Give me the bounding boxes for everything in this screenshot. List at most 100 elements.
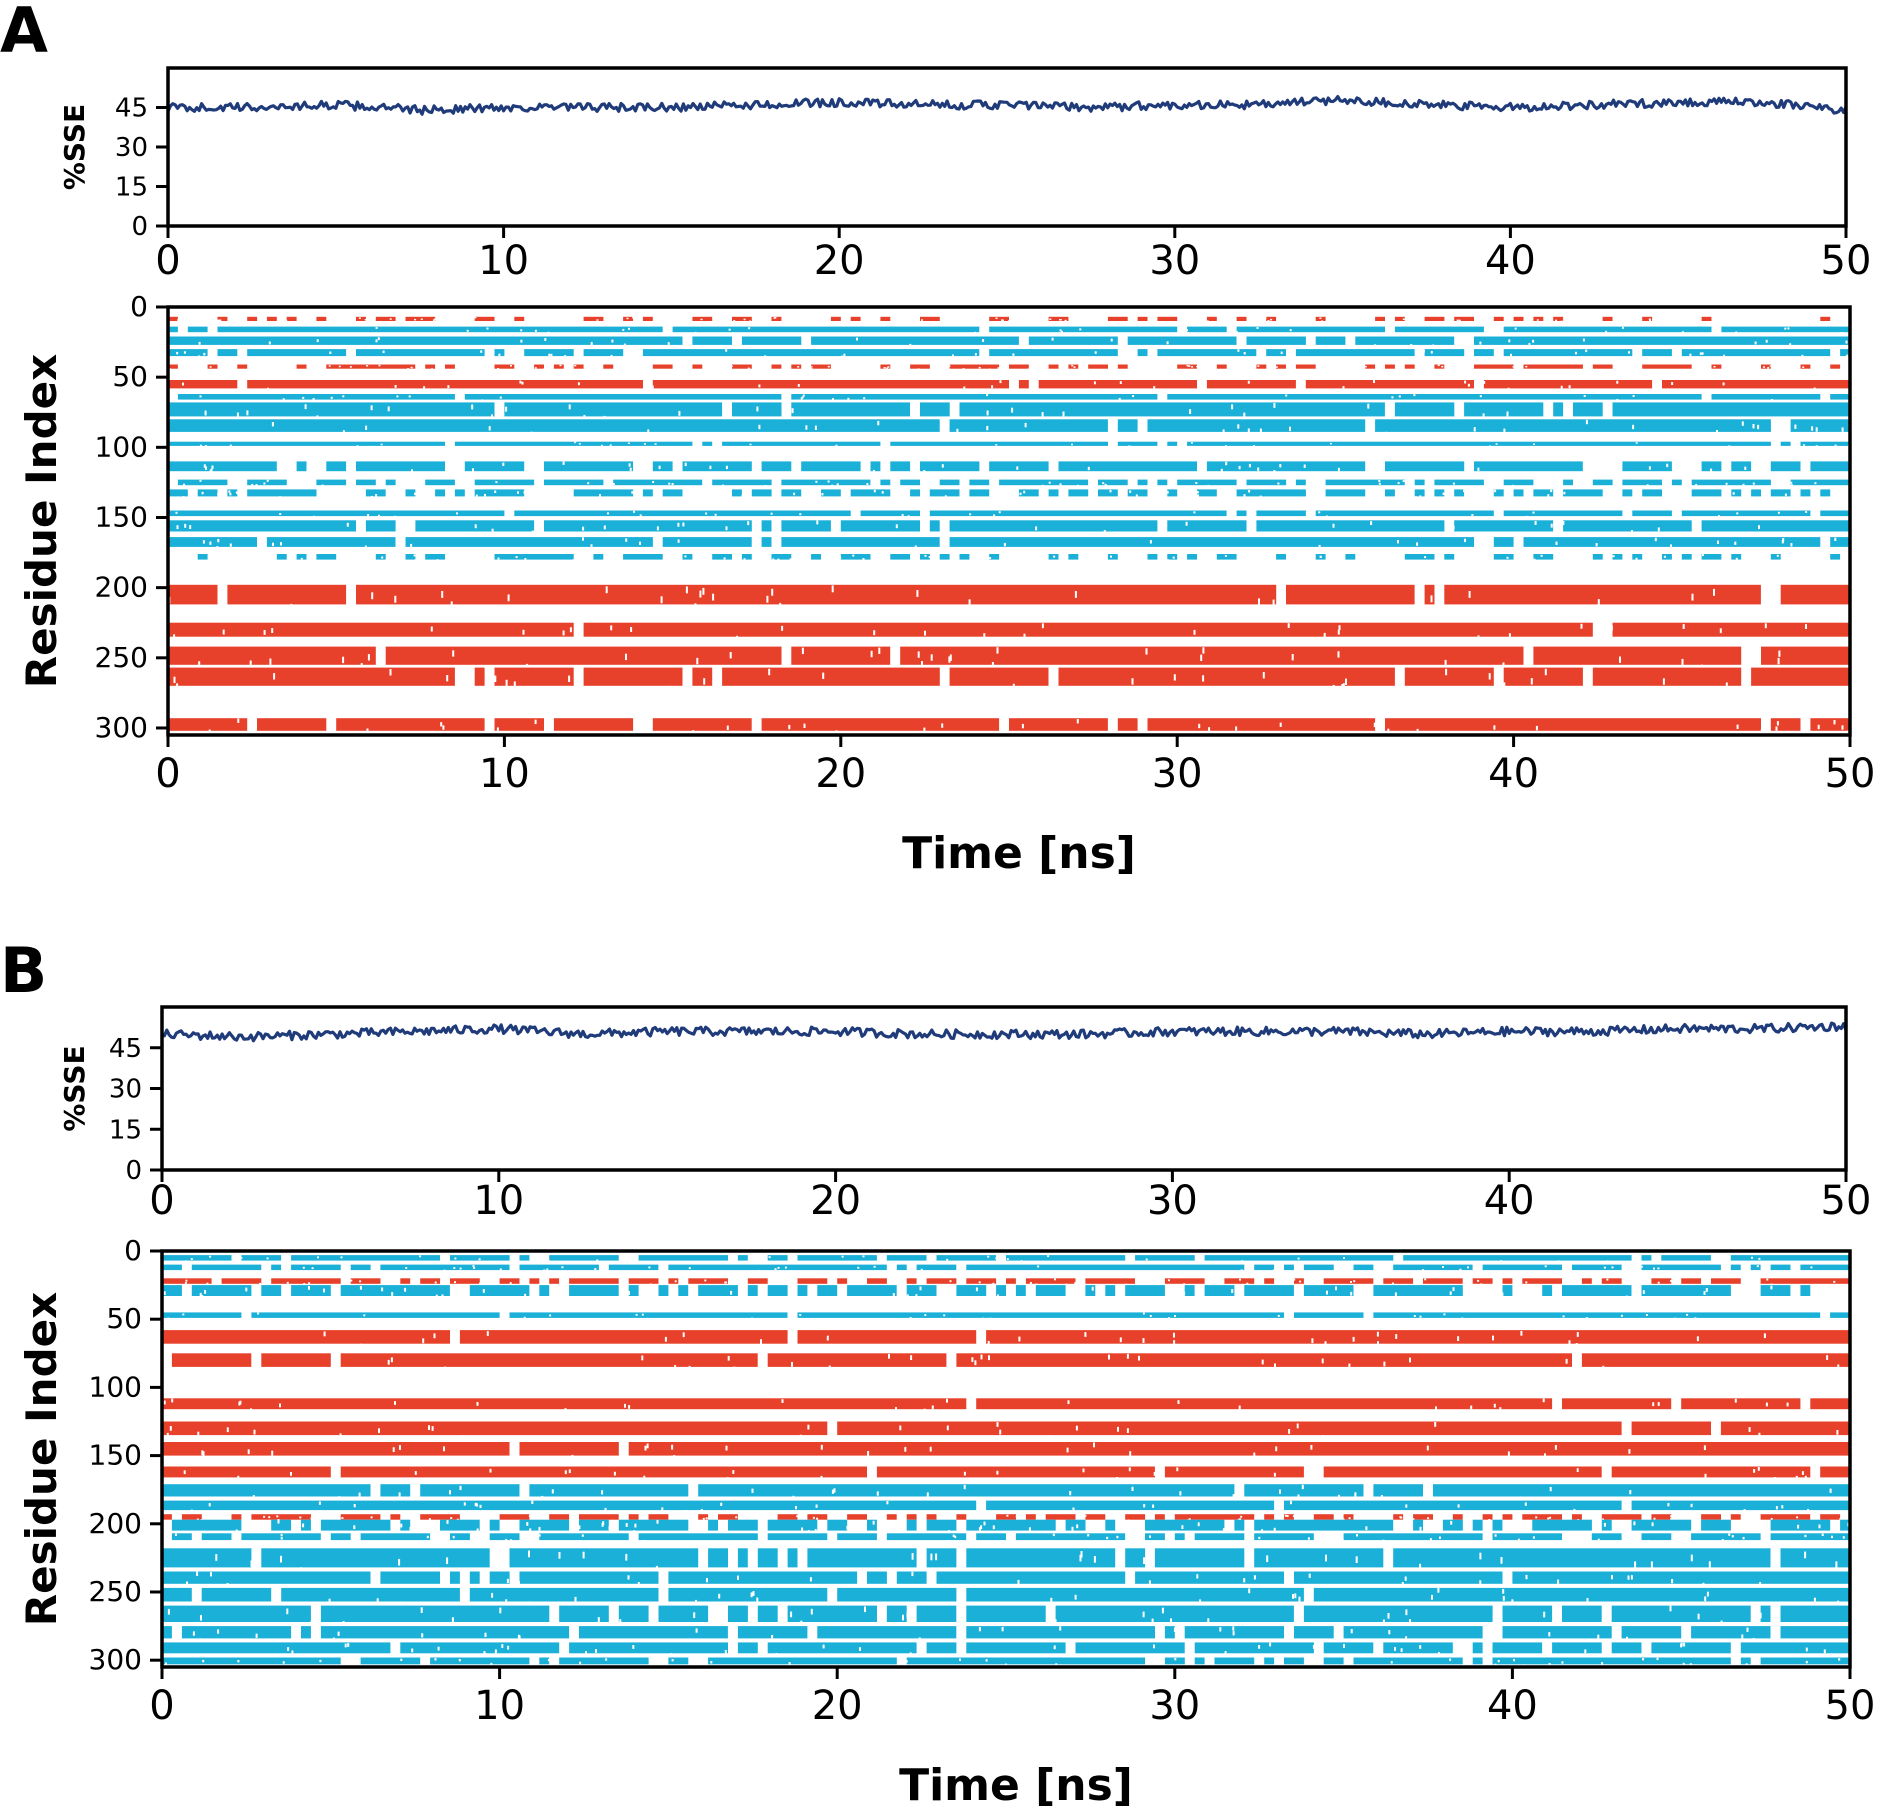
band-speckle <box>398 1492 401 1497</box>
band-speckle <box>422 1338 425 1344</box>
band-speckle <box>1198 723 1201 729</box>
band-speckle <box>1699 352 1702 355</box>
band-speckle <box>1514 1514 1517 1517</box>
band-segment <box>916 1264 957 1271</box>
residue-band-group <box>168 316 1851 735</box>
band-segment <box>1414 489 1425 497</box>
band-segment <box>1284 1264 1294 1271</box>
band-segment <box>257 718 327 731</box>
band-speckle <box>1502 1588 1505 1594</box>
band-segment <box>162 1605 311 1622</box>
band-speckle <box>671 483 674 485</box>
band-speckle <box>370 405 373 411</box>
band-segment <box>1472 1642 1483 1654</box>
band-speckle <box>210 1572 212 1577</box>
band-segment <box>996 1285 1006 1296</box>
band-speckle <box>528 1550 530 1558</box>
band-speckle <box>312 398 315 400</box>
band-segment <box>1562 1605 1602 1622</box>
band-speckle <box>217 319 220 322</box>
band-speckle <box>522 629 525 635</box>
x-tick-label: 0 <box>149 1683 174 1729</box>
band-speckle <box>1354 1492 1357 1497</box>
band-speckle <box>1470 1405 1473 1410</box>
band-speckle <box>975 1287 978 1292</box>
band-speckle <box>1135 494 1138 497</box>
band-speckle <box>1206 320 1209 322</box>
band-speckle <box>1312 1645 1315 1649</box>
band-speckle <box>890 367 893 369</box>
residue-band-strand-20 <box>162 1626 1850 1643</box>
residue-band-strand-9 <box>168 441 1851 448</box>
band-speckle <box>505 1538 508 1542</box>
band-speckle <box>1524 1502 1527 1506</box>
band-segment <box>1780 584 1850 605</box>
band-speckle <box>1616 495 1619 499</box>
band-segment <box>1325 489 1366 497</box>
band-speckle <box>643 1475 646 1480</box>
band-segment <box>1323 1657 1344 1665</box>
band-speckle <box>441 591 444 598</box>
band-speckle <box>519 364 522 367</box>
band-speckle <box>1084 554 1087 557</box>
band-segment <box>162 1466 331 1478</box>
band-segment <box>1800 441 1850 446</box>
band-speckle <box>1419 1315 1422 1318</box>
band-segment <box>1800 364 1811 369</box>
band-speckle <box>1662 678 1665 685</box>
band-segment <box>365 489 386 497</box>
band-speckle <box>1818 513 1820 515</box>
band-speckle <box>727 1355 730 1361</box>
band-segment <box>494 364 515 369</box>
band-speckle <box>643 1540 646 1543</box>
band-speckle <box>1803 444 1805 446</box>
band-speckle <box>377 337 380 341</box>
band-speckle <box>1015 1515 1018 1518</box>
band-segment <box>751 489 772 497</box>
band-speckle <box>774 1268 777 1271</box>
band-speckle <box>1395 1334 1398 1339</box>
band-speckle <box>1326 1290 1328 1295</box>
band-segment <box>662 537 752 547</box>
band-speckle <box>1386 317 1389 319</box>
band-speckle <box>789 413 792 419</box>
band-speckle <box>820 1475 823 1480</box>
band-speckle <box>1635 442 1638 444</box>
band-speckle <box>1104 556 1107 559</box>
band-speckle <box>1838 1658 1841 1661</box>
band-speckle <box>1753 1469 1756 1473</box>
band-speckle <box>802 394 805 397</box>
band-segment <box>1393 1514 1404 1520</box>
band-segment <box>1295 349 1415 357</box>
band-speckle <box>347 1643 350 1647</box>
band-speckle <box>1457 1504 1460 1508</box>
band-segment <box>1264 1514 1275 1520</box>
band-segment <box>1434 489 1445 497</box>
band-speckle <box>946 1398 948 1403</box>
band-segment <box>986 1330 1850 1344</box>
band-segment <box>896 1264 907 1271</box>
band-speckle <box>605 1658 608 1661</box>
band-speckle <box>359 1285 362 1290</box>
band-segment <box>767 1533 828 1541</box>
band-speckle <box>1207 484 1210 487</box>
band-segment <box>1394 402 1455 417</box>
band-segment <box>573 489 634 497</box>
band-speckle <box>1106 485 1109 487</box>
band-speckle <box>1631 530 1633 534</box>
band-speckle <box>1594 1282 1597 1285</box>
band-speckle <box>1127 1519 1130 1522</box>
band-speckle <box>370 555 373 558</box>
band-speckle <box>1020 1260 1023 1263</box>
band-segment <box>474 667 485 686</box>
band-speckle <box>409 1526 412 1531</box>
band-speckle <box>1763 1333 1766 1339</box>
band-speckle <box>520 339 523 343</box>
band-speckle <box>1721 1539 1724 1542</box>
residue-band-helix-10 <box>162 1466 1850 1481</box>
band-speckle <box>1467 1266 1469 1269</box>
band-speckle <box>892 1293 895 1297</box>
band-speckle <box>1119 1337 1122 1343</box>
band-speckle <box>904 1446 907 1452</box>
band-segment <box>1065 1519 1086 1531</box>
